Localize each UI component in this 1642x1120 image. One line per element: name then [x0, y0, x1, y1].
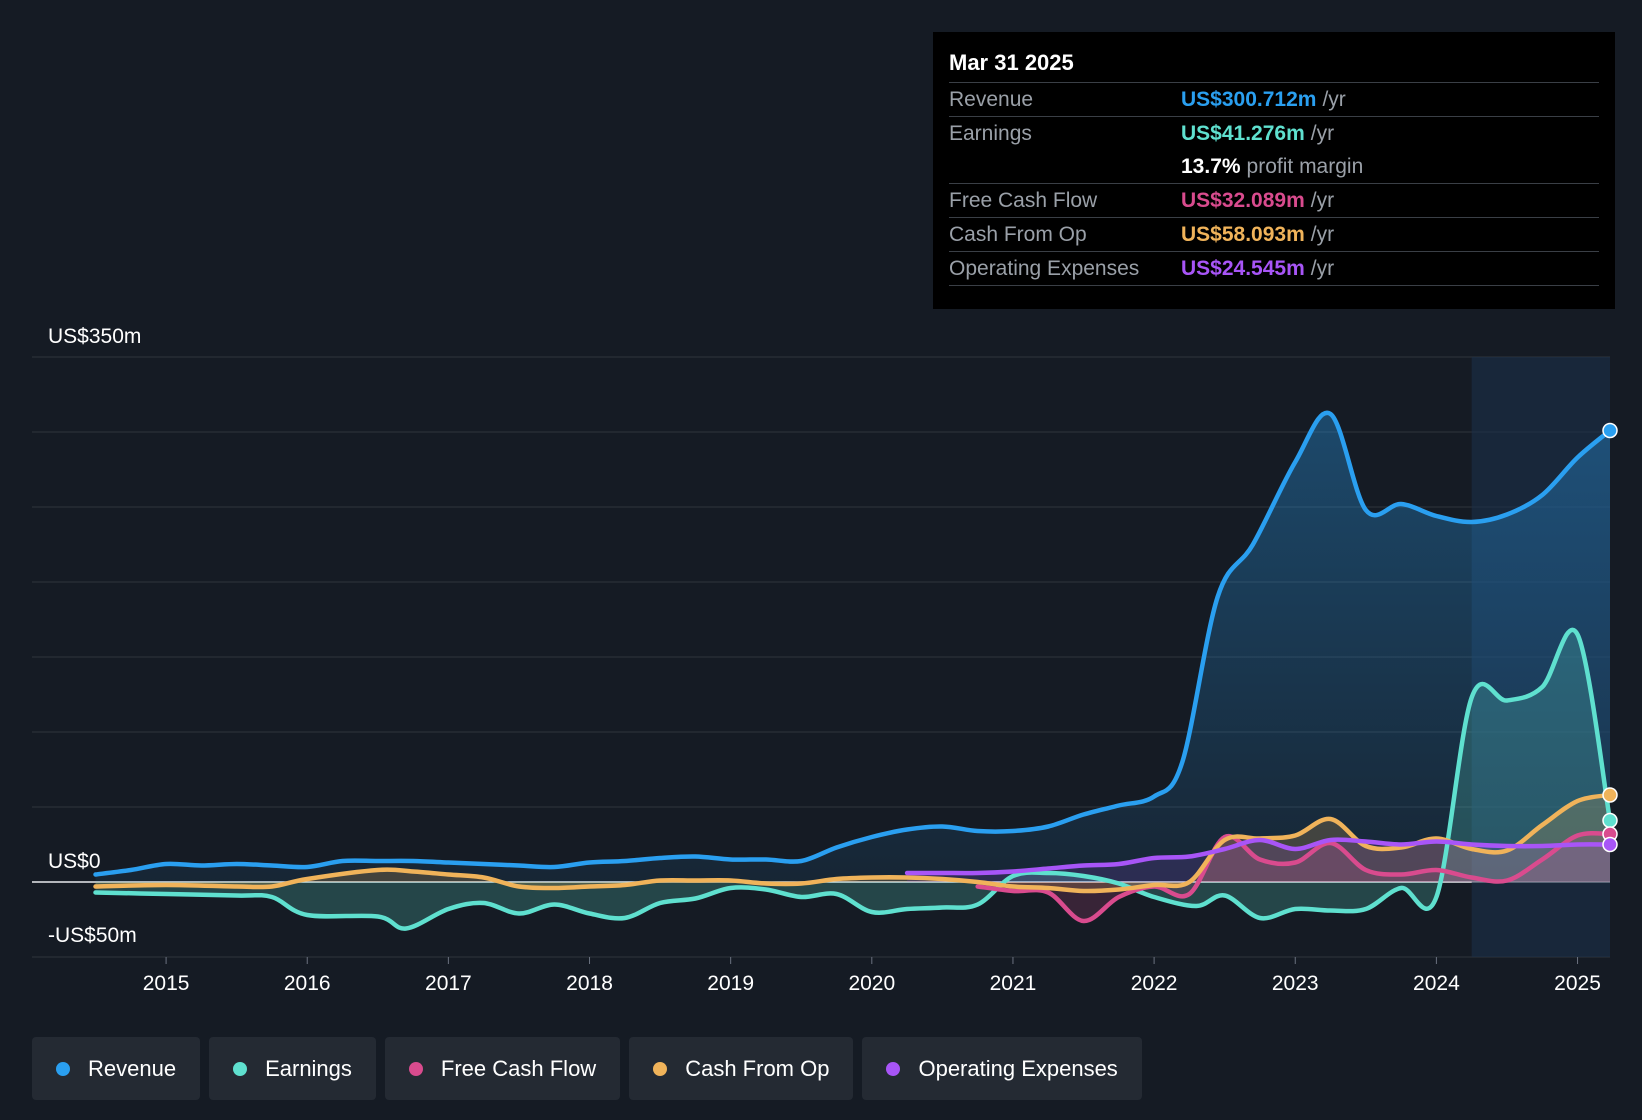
- x-axis-labels: 2015 2016 2017 2018 2019 2020 2021 2022 2023 2024…: [143, 957, 1601, 995]
- legend-dot-icon: [233, 1061, 248, 1076]
- tooltip-opex-value: US$24.545m: [1181, 257, 1305, 280]
- tooltip-margin-label: profit margin: [1246, 155, 1364, 178]
- legend-dot-icon: [408, 1061, 423, 1076]
- legend-label: Earnings: [265, 1055, 352, 1081]
- series-area-revenue: [95, 412, 1610, 882]
- tooltip-row-earnings: Earnings US$41.276m /yr: [949, 116, 1599, 150]
- legend-dot-icon: [886, 1061, 901, 1076]
- tooltip-revenue-value: US$300.712m: [1181, 88, 1317, 111]
- tooltip-revenue-label: Revenue: [949, 88, 1034, 111]
- x-axis-label: 2021: [990, 972, 1037, 995]
- x-axis-label: 2019: [707, 972, 754, 995]
- tooltip-fcf-label: Free Cash Flow: [949, 189, 1098, 212]
- tooltip-unit: /yr: [1322, 88, 1346, 111]
- y-axis-label: US$350m: [48, 325, 141, 348]
- tooltip-row-margin: 13.7% profit margin: [949, 150, 1599, 183]
- legend-label: Cash From Op: [685, 1055, 830, 1081]
- series-line-fcf: [975, 830, 1613, 924]
- y-axis-label: -US$50m: [48, 924, 137, 947]
- tooltip-unit: /yr: [1310, 122, 1335, 145]
- legend-item-operating-expenses[interactable]: Operating Expenses: [862, 1037, 1142, 1100]
- series-area-fcf: [977, 833, 1610, 922]
- tooltip-row-cfo: Cash From Op US$58.093m /yr: [949, 217, 1599, 251]
- series-line-opex: [904, 837, 1613, 876]
- legend-label: Free Cash Flow: [440, 1055, 597, 1081]
- x-axis-label: 2016: [284, 972, 331, 995]
- tooltip-opex-label: Operating Expenses: [949, 257, 1140, 280]
- tooltip-cfo-label: Cash From Op: [949, 223, 1087, 246]
- tooltip-panel: Mar 31 2025 Revenue US$300.712m /yr Earn…: [933, 32, 1615, 309]
- tooltip-earnings-value: US$41.276m: [1181, 122, 1305, 145]
- tooltip-date: Mar 31 2025: [949, 50, 1074, 75]
- series-line-revenue: [93, 410, 1613, 877]
- tooltip-unit: /yr: [1310, 189, 1335, 212]
- legend-item-free-cash-flow[interactable]: Free Cash Flow: [384, 1037, 621, 1100]
- tooltip-unit: /yr: [1310, 257, 1335, 280]
- y-axis-labels: US$350m US$0 -US$50m: [48, 325, 141, 947]
- x-axis-label: 2020: [848, 972, 895, 995]
- x-axis-label: 2017: [425, 972, 472, 995]
- x-axis-label: 2023: [1272, 972, 1319, 995]
- legend-label: Operating Expenses: [918, 1055, 1118, 1081]
- tooltip-margin-value: 13.7%: [1181, 155, 1241, 178]
- series-endpoint-revenue: [1602, 422, 1618, 439]
- tooltip-unit: /yr: [1310, 223, 1335, 246]
- x-axis-label: 2018: [566, 972, 613, 995]
- series-line-cfo: [93, 792, 1613, 894]
- series-endpoint-earnings: [1602, 812, 1618, 829]
- series-group: [93, 410, 1618, 931]
- x-axis-label: 2015: [143, 972, 190, 995]
- legend: Revenue Earnings Free Cash Flow Cash Fro…: [32, 1037, 1151, 1100]
- legend-label: Revenue: [88, 1055, 177, 1081]
- legend-item-earnings[interactable]: Earnings: [209, 1037, 376, 1100]
- tooltip-row-opex: Operating Expenses US$24.545m /yr: [949, 251, 1599, 286]
- tooltip-cfo-value: US$58.093m: [1181, 223, 1305, 246]
- series-line-earnings: [93, 627, 1613, 931]
- legend-dot-icon: [56, 1061, 70, 1076]
- series-endpoint-opex: [1602, 836, 1618, 853]
- tooltip-earnings-label: Earnings: [949, 122, 1032, 145]
- x-axis-label: 2025: [1554, 972, 1601, 995]
- series-area-cfo: [95, 795, 1610, 892]
- series-endpoint-cfo: [1602, 787, 1618, 803]
- y-axis-label: US$0: [48, 850, 101, 873]
- tooltip-fcf-value: US$32.089m: [1181, 189, 1305, 212]
- legend-item-revenue[interactable]: Revenue: [32, 1037, 201, 1100]
- tooltip-row-fcf: Free Cash Flow US$32.089m /yr: [949, 183, 1599, 217]
- x-axis-label: 2022: [1131, 972, 1178, 995]
- x-axis-label: 2024: [1413, 972, 1460, 995]
- legend-dot-icon: [653, 1061, 668, 1076]
- tooltip-row-revenue: Revenue US$300.712m /yr: [949, 82, 1599, 116]
- legend-item-cash-from-op[interactable]: Cash From Op: [629, 1037, 854, 1100]
